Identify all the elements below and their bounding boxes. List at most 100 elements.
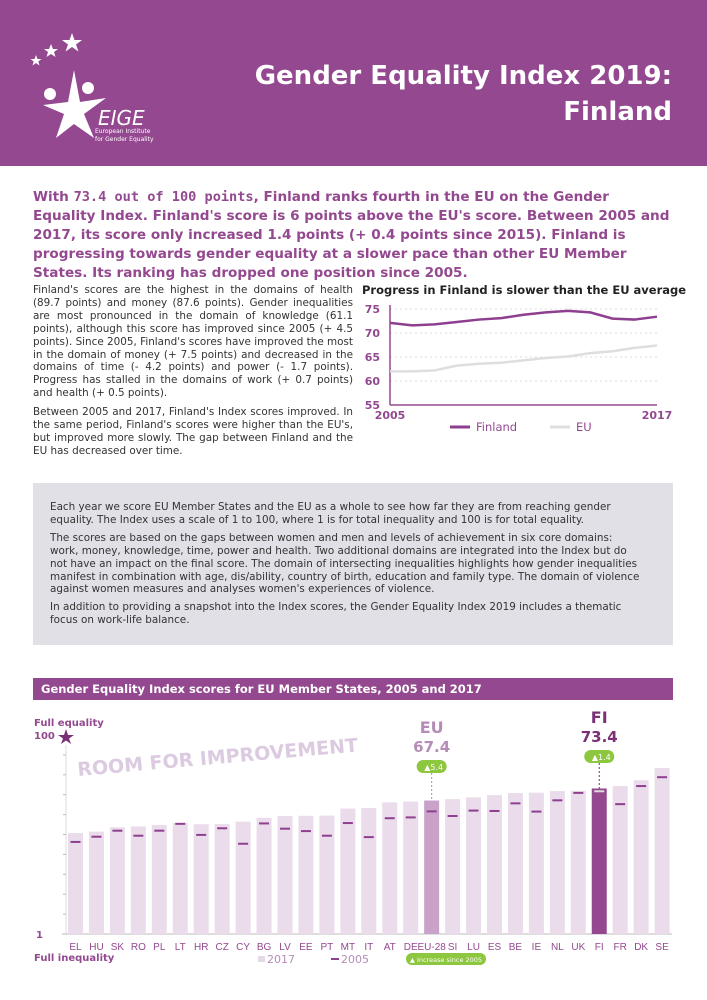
x-tick-label: 2005: [375, 409, 406, 422]
x-tick-label: IE: [532, 942, 542, 953]
bar-2017-se: [654, 767, 670, 934]
x-tick-label: ES: [488, 942, 502, 953]
bar-2017-si: [445, 799, 461, 934]
bar-2017-mt: [340, 808, 356, 934]
bar-2017-lu: [466, 797, 482, 934]
x-tick-label: IT: [364, 942, 373, 953]
full-inequality-label: Full inequality: [34, 953, 115, 964]
star-icon: [44, 44, 58, 57]
callout-value: 73.4: [581, 728, 618, 746]
x-tick-label: FI: [595, 942, 604, 953]
line-series-eu: [390, 344, 658, 373]
legend-label: 2017: [267, 953, 295, 966]
callout-value: 67.4: [413, 738, 450, 756]
bar-2017-de: [403, 801, 419, 934]
x-tick-label: RO: [131, 942, 146, 953]
x-tick-label: CZ: [215, 942, 228, 953]
intro-summary: With 73.4 out of 100 points, Finland ran…: [33, 189, 670, 281]
x-tick-label: AT: [384, 942, 396, 953]
x-tick-label: CY: [236, 942, 250, 953]
x-tick-label: BE: [509, 942, 523, 953]
bar-2017-bg: [256, 817, 272, 934]
bar-2017-it: [361, 807, 377, 934]
bar-2017-es: [487, 795, 502, 934]
bar-2017-at: [382, 802, 398, 934]
bar-2017-ro: [130, 826, 146, 934]
y-tick-label: 60: [365, 375, 381, 388]
x-tick-label: NL: [551, 942, 564, 953]
y-tick-label: 100: [34, 731, 55, 742]
bar-2017-lt: [172, 822, 188, 934]
legend-label: ▲ Increase since 2005: [410, 956, 482, 964]
x-tick-label: MT: [341, 942, 355, 953]
x-tick-label: DE: [404, 942, 418, 953]
x-tick-label: BG: [257, 942, 272, 953]
legend-label: 2005: [341, 953, 369, 966]
paragraph: Finland's scores are the highest in the …: [33, 284, 353, 400]
x-tick-label: EU-28: [417, 942, 446, 953]
x-tick-label: 2017: [642, 409, 673, 422]
legend-swatch-2017: [258, 956, 265, 962]
x-tick-label: EE: [299, 942, 313, 953]
y-tick-label: 70: [365, 327, 381, 340]
x-tick-label: LV: [279, 942, 291, 953]
x-tick-label: LU: [467, 942, 480, 953]
bar-chart: Full equality 100 1 Full inequality ROOM FOR…: [34, 708, 672, 966]
x-tick-label: EL: [69, 942, 82, 953]
paragraph: In addition to providing a snapshot into…: [50, 601, 622, 627]
x-tick-label: LT: [175, 942, 186, 953]
full-equality-label: Full equality: [34, 718, 104, 729]
bar-2017-el: [68, 833, 83, 934]
paragraph: Between 2005 and 2017, Finland's Index s…: [33, 406, 353, 457]
bar-chart-title: Gender Equality Index scores for EU Memb…: [33, 678, 673, 700]
bar-2017-pt: [319, 815, 335, 934]
info-box: Each year we score EU Member States and …: [33, 483, 673, 645]
logo-subtitle: European Institute for Gender Equality: [95, 128, 154, 143]
x-tick-label: SK: [111, 942, 125, 953]
body-text: Finland's scores are the highest in the …: [33, 284, 353, 464]
bar-2017-be: [507, 793, 523, 934]
y-tick-label: 1: [36, 930, 43, 941]
bar-2017-ie: [528, 792, 544, 934]
callout-label: EU: [420, 718, 444, 737]
y-tick-label: 75: [365, 303, 380, 316]
x-tick-label: PT: [321, 942, 334, 953]
x-tick-label: DK: [634, 942, 648, 953]
increase-badge: [584, 750, 615, 763]
x-tick-label: SI: [448, 942, 457, 953]
x-tick-label: PL: [153, 942, 166, 953]
bar-2017-uk: [570, 790, 586, 934]
x-tick-label: HR: [194, 942, 208, 953]
y-tick-label: 65: [365, 351, 380, 364]
bar-2017-hu: [88, 831, 104, 934]
star-icon: [30, 55, 42, 66]
x-tick-label: HU: [89, 942, 103, 953]
paragraph: The scores are based on the gaps between…: [50, 531, 640, 596]
legend-label: Finland: [476, 420, 517, 434]
legend-label: EU: [576, 420, 592, 434]
bar-2017-fr: [612, 786, 628, 934]
paragraph: Each year we score EU Member States and …: [50, 501, 611, 526]
eige-logo: EIGE: [30, 33, 145, 138]
star-icon: [62, 33, 82, 52]
bar-2017-dk: [633, 780, 649, 934]
line-chart-title: Progress in Finland is slower than the E…: [362, 283, 687, 297]
x-tick-label: UK: [571, 942, 585, 953]
bar-2017-hr: [193, 824, 209, 934]
y-tick-label: 55: [365, 399, 380, 412]
x-tick-label: SE: [655, 942, 669, 953]
page-title: Gender Equality Index 2019: Finland: [254, 61, 672, 127]
increase-badge: [416, 760, 447, 773]
svg-text:EIGE: EIGE: [98, 106, 145, 130]
line-chart: 55 60 65 70 75 2005 2017 Finland EU: [365, 303, 673, 434]
callout-label: FI: [591, 708, 608, 727]
line-series-finland: [389, 309, 658, 327]
header: EIGE European Institute for Gender Equali…: [0, 0, 707, 166]
bar-2017-lv: [277, 816, 293, 934]
increase-value: ▲5.4: [424, 763, 443, 772]
increase-value: ▲1.4: [592, 753, 611, 762]
bar-2017-sk: [109, 827, 125, 934]
x-tick-label: FR: [614, 942, 627, 953]
bar-2017-ee: [298, 815, 314, 934]
bar-2017-pl: [151, 825, 167, 934]
